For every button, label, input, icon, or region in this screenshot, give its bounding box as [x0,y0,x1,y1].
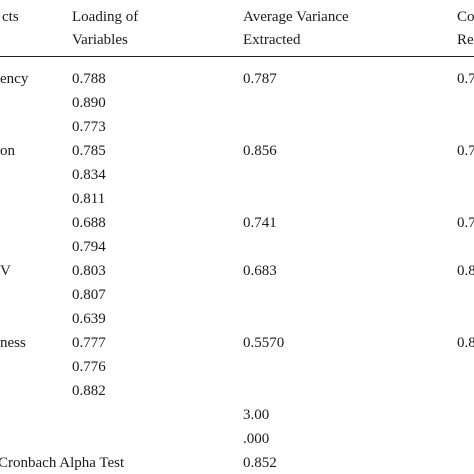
ave-cell: 0.856 [243,143,277,159]
loading-cell: 0.688 [72,215,106,231]
construct-cell: Cronbach Alpha Test [0,455,125,471]
header-loading-line1: Loading of [72,9,139,25]
loading-cell: 0.803 [72,263,106,279]
loading-cell: 0.639 [72,311,106,327]
construct-cell: on [0,143,15,159]
loading-cell: 0.834 [72,167,106,183]
cr-cell: 0.8 [457,335,474,351]
ave-cell: 0.683 [243,263,277,279]
ave-cell: 3.00 [243,407,270,423]
loading-cell: 0.890 [72,95,106,111]
construct-cell: V [0,263,11,279]
cr-cell: 0.7 [457,71,474,87]
loading-cell: 0.811 [72,191,106,207]
header-loading-line2: Variables [72,32,128,48]
cr-cell: 0.8 [457,263,474,279]
cr-cell: 0.7 [457,215,474,231]
loading-cell: 0.882 [72,383,106,399]
loading-cell: 0.807 [72,287,106,303]
construct-cell: ness [0,335,26,351]
loading-cell: 0.794 [72,239,106,255]
header-cr-line2: Re [457,32,474,48]
cr-cell: 0.7 [457,143,474,159]
loading-cell: 0.785 [72,143,106,159]
header-ave-line1: Average Variance [243,9,349,25]
loading-cell: 0.773 [72,119,106,135]
loading-cell: 0.777 [72,335,106,351]
loading-cell: 0.776 [72,359,106,375]
ave-cell: 0.787 [243,71,277,87]
ave-cell: 0.5570 [243,335,285,351]
ave-cell: .000 [243,431,270,447]
ave-cell: 0.741 [243,215,277,231]
header-divider [0,56,474,57]
loading-cell: 0.788 [72,71,106,87]
header-ave-line2: Extracted [243,32,301,48]
construct-cell: ency [0,71,29,87]
ave-cell: 0.852 [243,455,277,471]
header-cr-line1: Co [457,9,474,25]
header-constructs: cts [2,9,19,25]
